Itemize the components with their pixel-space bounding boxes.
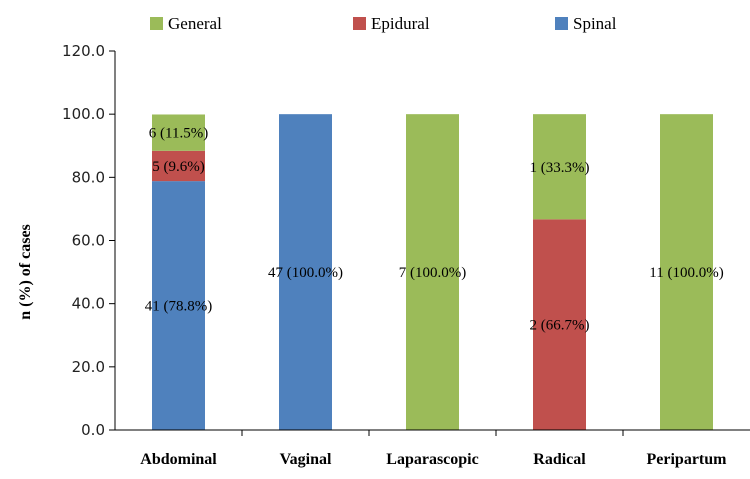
data-label-abdominal-epidural: 5 (9.6%) (152, 159, 205, 175)
data-label-peripartum-general: 11 (100.0%) (649, 265, 723, 281)
bar-radical-general (533, 114, 586, 220)
x-axis: Abdominal Vaginal Laparascopic Radical Perip… (115, 429, 750, 468)
bar-radical-epidural (533, 219, 586, 430)
legend-label-general: General (168, 14, 222, 33)
x-tick-label-vaginal: Vaginal (280, 451, 332, 468)
bar-abdominal-spinal (152, 181, 205, 430)
legend-swatch-general (150, 17, 163, 30)
legend-label-epidural: Epidural (371, 14, 430, 33)
y-tick-label: 60.0 (72, 232, 105, 250)
bar-peripartum-general (660, 114, 713, 431)
data-label-abdominal-spinal: 41 (78.8%) (145, 299, 213, 315)
data-label-radical-epidural: 2 (66.7%) (530, 318, 590, 334)
bars (152, 114, 713, 431)
y-tick-label: 20.0 (72, 358, 105, 376)
data-label-vaginal-spinal: 47 (100.0%) (268, 265, 343, 281)
y-tick-label: 100.0 (62, 105, 105, 123)
y-axis-title: n (%) of cases (17, 224, 34, 320)
bar-laparascopic-general (406, 114, 459, 431)
data-label-radical-general: 1 (33.3%) (530, 160, 590, 176)
y-tick-label: 0.0 (81, 421, 105, 439)
data-label-abdominal-general: 6 (11.5%) (149, 126, 208, 142)
x-tick-label-peripartum: Peripartum (647, 451, 728, 468)
x-tick-label-abdominal: Abdominal (140, 451, 217, 468)
data-labels: 41 (78.8%) 5 (9.6%) 6 (11.5%) 47 (100.0%) 7 … (145, 126, 724, 334)
y-tick-label: 80.0 (72, 168, 105, 186)
legend-swatch-epidural (353, 17, 366, 30)
data-label-laparascopic-general: 7 (100.0%) (399, 265, 467, 281)
legend-label-spinal: Spinal (573, 14, 617, 33)
x-tick-label-laparascopic: Laparascopic (386, 451, 478, 468)
bar-abdominal-general (152, 114, 205, 151)
legend: General Epidural Spinal (150, 14, 617, 33)
bar-vaginal-spinal (279, 114, 332, 431)
y-axis: 0.0 20.0 40.0 60.0 80.0 100.0 120.0 (62, 42, 116, 439)
bar-abdominal-epidural (152, 150, 205, 182)
y-tick-label: 120.0 (62, 42, 105, 60)
x-tick-label-radical: Radical (533, 451, 586, 468)
legend-swatch-spinal (555, 17, 568, 30)
y-tick-label: 40.0 (72, 295, 105, 313)
